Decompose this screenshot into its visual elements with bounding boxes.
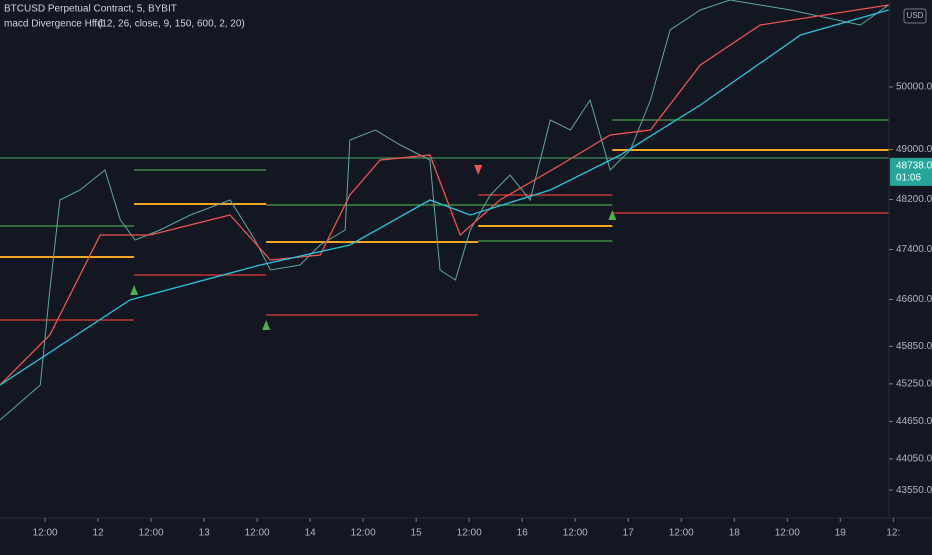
time-label: 18 xyxy=(729,528,741,539)
time-label: 12:00 xyxy=(351,528,376,539)
time-label: 13 xyxy=(199,528,211,539)
time-label: 12: xyxy=(886,528,900,539)
time-label: 12:00 xyxy=(669,528,694,539)
price-line xyxy=(0,4,889,386)
time-label: 12 xyxy=(93,528,105,539)
price-label: 46600.0 xyxy=(896,294,932,305)
time-label: 12:00 xyxy=(139,528,164,539)
last-price-badge xyxy=(890,157,932,186)
time-label: 12:00 xyxy=(563,528,588,539)
time-label: 16 xyxy=(517,528,529,539)
price-label: 44650.0 xyxy=(896,416,932,427)
last-price: 48738.0 xyxy=(896,161,932,172)
time-label: 14 xyxy=(305,528,317,539)
price-label: 49000.0 xyxy=(896,144,932,155)
time-label: 12:00 xyxy=(457,528,482,539)
price-label: 48200.0 xyxy=(896,194,932,205)
price-label: 44050.0 xyxy=(896,454,932,465)
symbol-title: BTCUSD Perpetual Contract, 5, BYBIT xyxy=(4,4,177,15)
time-label: 15 xyxy=(411,528,423,539)
indicator-params: (12, 26, close, 9, 150, 600, 2, 20) xyxy=(98,19,245,30)
time-label: 12:00 xyxy=(775,528,800,539)
signal-marker xyxy=(130,285,139,295)
time-label: 12:00 xyxy=(245,528,270,539)
signal-marker xyxy=(474,165,483,175)
price-label: 43550.0 xyxy=(896,485,932,496)
plot xyxy=(0,0,889,421)
currency[interactable]: USD xyxy=(907,11,924,20)
currency-box[interactable] xyxy=(903,8,927,24)
price-line xyxy=(0,0,889,421)
time-label: 19 xyxy=(835,528,847,539)
price-label: 45250.0 xyxy=(896,379,932,390)
countdown: 01:06 xyxy=(896,173,921,184)
signal-marker xyxy=(262,320,271,330)
time-label: 12:00 xyxy=(33,528,58,539)
price-label: 47400.0 xyxy=(896,244,932,255)
price-label: 45850.0 xyxy=(896,341,932,352)
indicator-name: macd Divergence Hffd xyxy=(4,19,103,30)
price-line xyxy=(0,9,889,386)
signal-marker xyxy=(608,210,617,220)
time-label: 17 xyxy=(623,528,635,539)
price-label: 50000.0 xyxy=(896,82,932,93)
